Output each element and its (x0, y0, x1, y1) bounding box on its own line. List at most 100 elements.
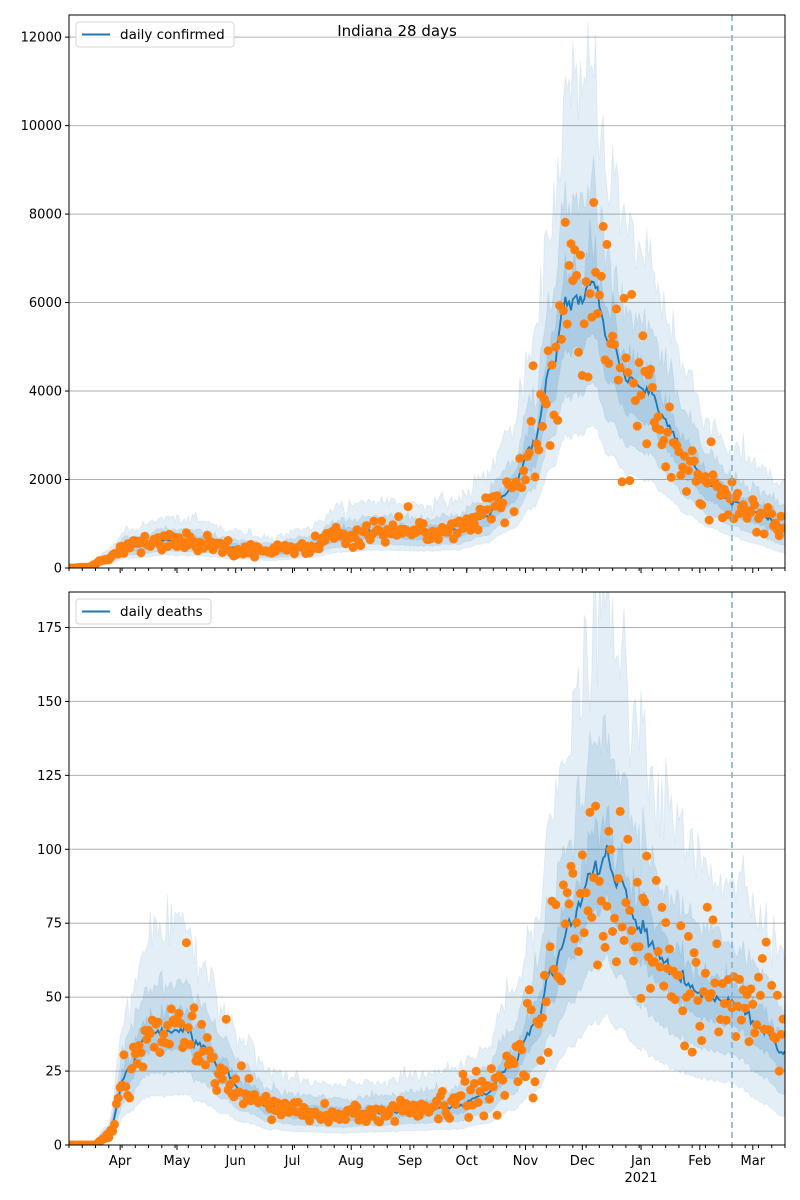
data-point (219, 1065, 229, 1075)
data-point (521, 475, 530, 485)
data-point (608, 927, 618, 936)
data-point (691, 476, 701, 486)
data-point (197, 1019, 207, 1029)
data-point (581, 277, 591, 287)
data-point (608, 331, 618, 341)
data-point (488, 1082, 498, 1092)
data-point (629, 956, 638, 966)
plot-area (69, 592, 785, 1145)
data-point (689, 456, 699, 466)
data-point (579, 928, 589, 938)
data-point (486, 514, 496, 524)
data-point (602, 901, 612, 911)
data-point (604, 826, 614, 836)
data-point (458, 1069, 468, 1079)
data-point (755, 990, 765, 1000)
data-point (621, 898, 631, 907)
data-point (574, 347, 583, 357)
data-point (585, 807, 595, 817)
data-point (687, 446, 697, 456)
data-point (564, 899, 574, 909)
data-point (619, 293, 629, 303)
legend: daily deaths (75, 598, 212, 625)
data-point (659, 436, 669, 445)
data-point (536, 1056, 546, 1065)
data-point (524, 448, 534, 458)
data-point (638, 331, 648, 341)
data-point (560, 919, 570, 929)
data-point (712, 939, 722, 949)
observed-points (69, 198, 785, 568)
data-point (208, 1052, 218, 1062)
data-point (572, 270, 582, 280)
data-point (149, 1042, 159, 1052)
data-point (731, 1032, 741, 1041)
data-point (500, 518, 510, 528)
plot-area (69, 21, 785, 568)
data-point (479, 1111, 489, 1121)
data-point (352, 1102, 362, 1112)
data-point (627, 289, 637, 299)
data-point (320, 536, 330, 546)
data-point (663, 427, 673, 437)
data-point (727, 477, 737, 487)
data-point (583, 906, 593, 916)
data-point (665, 402, 674, 412)
data-point (310, 531, 320, 541)
data-point (581, 888, 591, 898)
data-point (695, 1021, 705, 1031)
data-point (611, 304, 621, 314)
data-point (767, 509, 777, 519)
data-point (276, 1110, 286, 1120)
data-point (119, 1050, 129, 1060)
data-point (596, 896, 606, 906)
data-point (659, 981, 669, 991)
data-point (617, 477, 627, 487)
data-point (615, 806, 625, 816)
data-point (564, 261, 574, 270)
data-point (433, 1114, 443, 1124)
data-point (593, 960, 602, 970)
data-point (244, 1073, 254, 1083)
legend-label: daily deaths (120, 604, 203, 620)
data-point (267, 1115, 277, 1125)
data-point (558, 306, 568, 316)
data-point (697, 500, 707, 510)
data-point (547, 360, 557, 370)
data-point (356, 541, 366, 551)
data-point (557, 334, 566, 344)
data-point (570, 245, 580, 255)
data-point (649, 957, 659, 967)
data-point (551, 342, 561, 352)
data-point (670, 995, 680, 1005)
data-point (666, 472, 676, 482)
data-point (587, 913, 597, 922)
x-tick-label: Jun (225, 1154, 246, 1169)
data-point (166, 1004, 176, 1014)
data-point (513, 1077, 523, 1087)
data-point (524, 985, 534, 995)
data-point (627, 926, 637, 936)
x-tick-label: Jul (284, 1154, 301, 1169)
data-point (642, 439, 652, 449)
x-tick-label: Sep (398, 1154, 423, 1169)
data-point (738, 500, 748, 510)
x-tick-label: Nov (513, 1154, 539, 1169)
data-point (134, 1041, 144, 1050)
data-point (752, 1020, 762, 1030)
data-point (566, 861, 576, 871)
data-point (558, 880, 568, 890)
data-point (611, 957, 621, 967)
data-point (767, 980, 777, 990)
data-point (159, 1029, 169, 1039)
data-point (176, 1019, 186, 1029)
data-point (528, 1093, 538, 1103)
data-point (699, 987, 709, 997)
data-point (736, 1015, 746, 1025)
data-point (771, 518, 780, 528)
data-point (774, 1066, 784, 1076)
data-point (613, 874, 623, 883)
y-tick-label: 100 (37, 843, 62, 858)
data-point (674, 970, 684, 980)
data-point (585, 289, 595, 299)
